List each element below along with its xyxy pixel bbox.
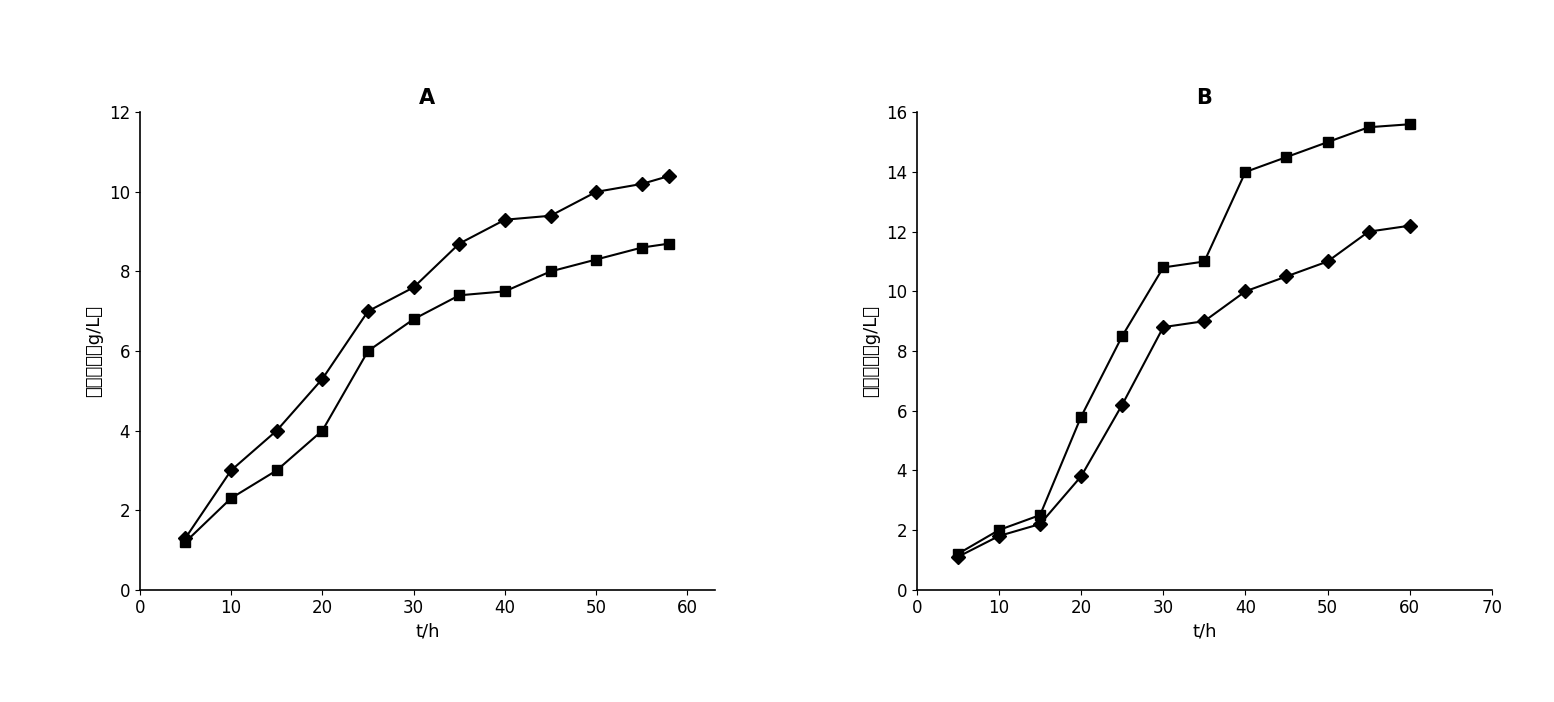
LQ307 [1235, 168, 1254, 176]
Title: A: A [420, 88, 435, 108]
LQ307 [1318, 138, 1336, 146]
Y-axis label: 细胞浓度（g/L）: 细胞浓度（g/L） [85, 305, 103, 397]
X-axis label: t/h: t/h [415, 623, 440, 641]
LQ307 [1360, 123, 1378, 131]
出发菌株 [660, 172, 679, 180]
出发菌株 [176, 534, 194, 542]
Legend: 出发菌株, LQ307: 出发菌株, LQ307 [1075, 694, 1333, 702]
出发菌株 [404, 283, 423, 291]
出发菌株 [1400, 221, 1419, 230]
出发菌株 [359, 307, 378, 315]
出发菌株 [1360, 227, 1378, 236]
LQ307 [1277, 153, 1296, 161]
出发菌株 [948, 552, 967, 561]
LQ307 [541, 267, 559, 276]
LQ307 [267, 466, 286, 475]
LQ307 [1400, 120, 1419, 128]
出发菌株 [312, 375, 331, 383]
Legend: 出发菌株, LQ307: 出发菌株, LQ307 [298, 694, 556, 702]
LQ307 [359, 347, 378, 355]
出发菌株 [267, 426, 286, 435]
出发菌株 [541, 211, 559, 220]
出发菌株 [1072, 472, 1091, 480]
出发菌株 [496, 216, 514, 224]
出发菌株 [222, 466, 241, 475]
LQ307 [1113, 332, 1131, 340]
LQ307 [451, 291, 469, 300]
LQ307 [1155, 263, 1173, 272]
LQ307 [312, 426, 331, 435]
LQ307 [990, 526, 1009, 534]
出发菌株 [1155, 323, 1173, 331]
LQ307 [1030, 511, 1049, 519]
出发菌株 [587, 187, 606, 196]
出发菌株 [1277, 272, 1296, 281]
LQ307 [496, 287, 514, 296]
Title: B: B [1197, 88, 1212, 108]
出发菌株 [1113, 400, 1131, 409]
出发菌株 [632, 180, 651, 188]
出发菌株 [1318, 257, 1336, 265]
出发菌株 [451, 239, 469, 248]
LQ307 [1072, 412, 1091, 420]
LQ307 [1195, 257, 1214, 265]
出发菌株 [1030, 519, 1049, 528]
LQ307 [948, 550, 967, 558]
LQ307 [176, 538, 194, 546]
Y-axis label: 细胞浓度（g/L）: 细胞浓度（g/L） [862, 305, 880, 397]
LQ307 [222, 494, 241, 503]
Line: LQ307: LQ307 [180, 239, 674, 547]
Line: 出发菌株: 出发菌株 [953, 221, 1414, 562]
出发菌株 [990, 532, 1009, 541]
出发菌株 [1195, 317, 1214, 325]
Line: LQ307: LQ307 [953, 119, 1414, 559]
LQ307 [632, 244, 651, 252]
LQ307 [587, 256, 606, 264]
出发菌株 [1235, 287, 1254, 296]
X-axis label: t/h: t/h [1192, 623, 1217, 641]
Line: 出发菌株: 出发菌株 [180, 171, 674, 543]
LQ307 [660, 239, 679, 248]
LQ307 [404, 315, 423, 324]
